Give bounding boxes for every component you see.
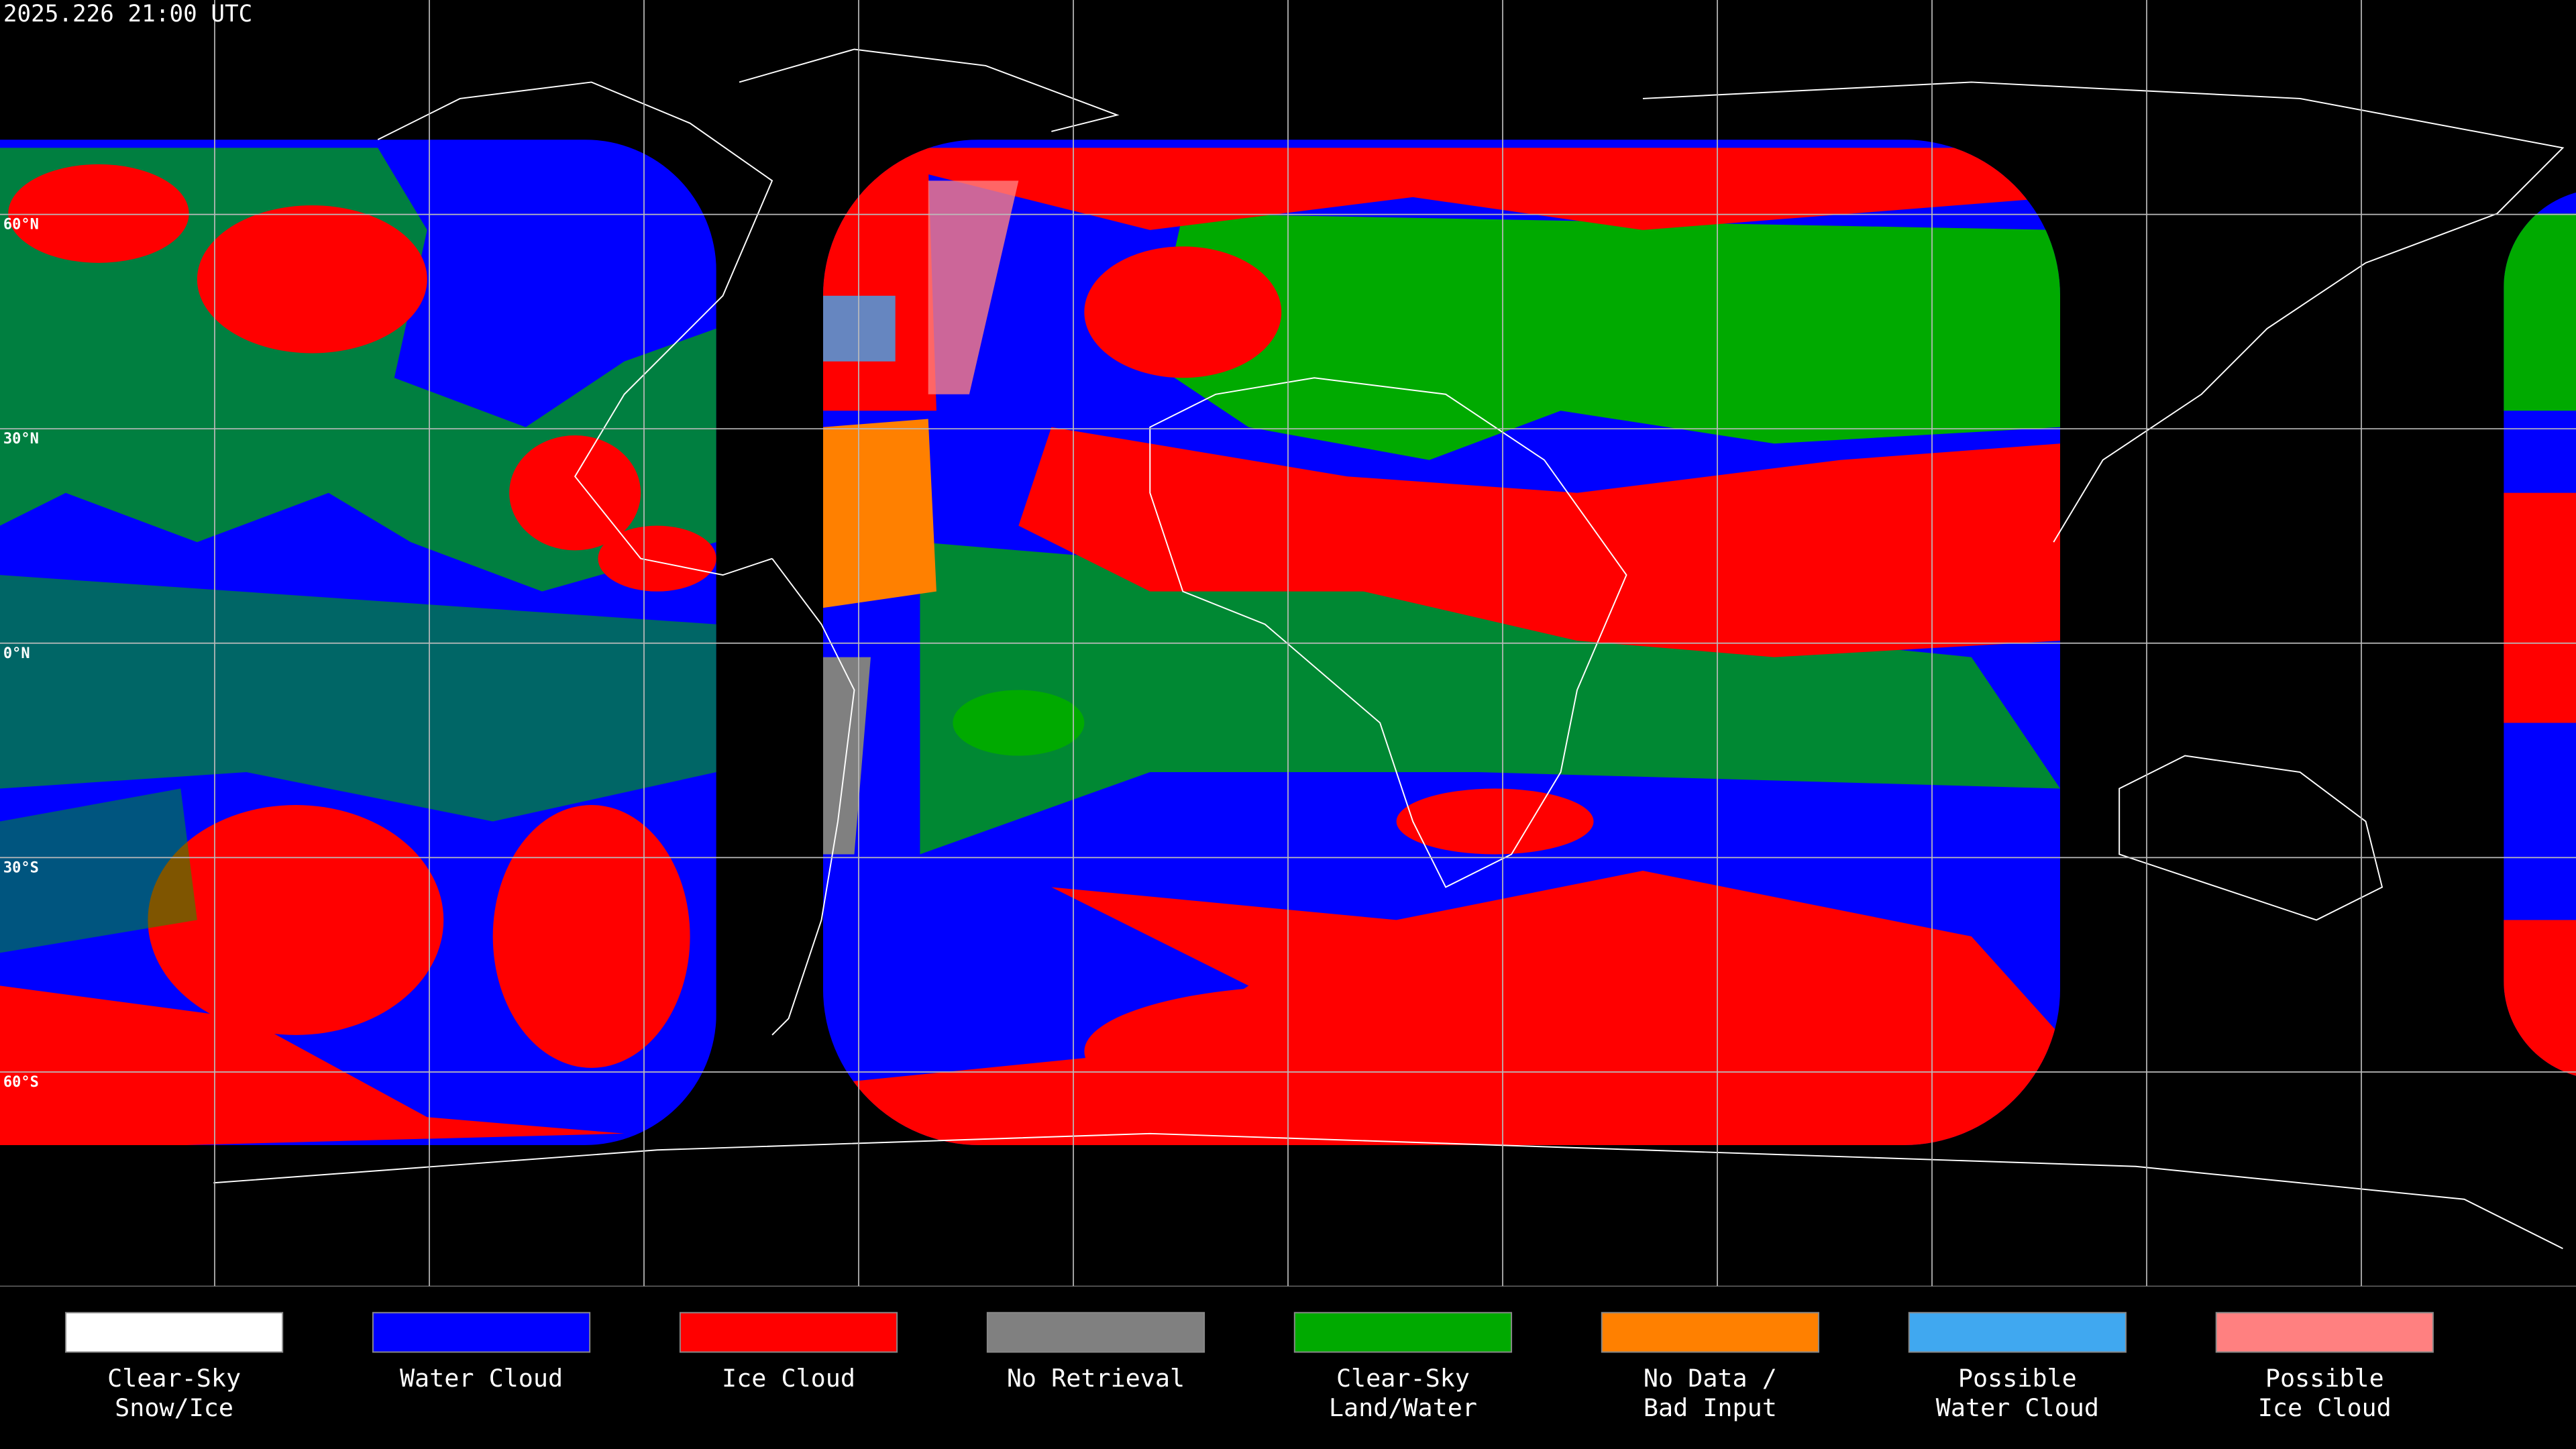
legend-label: Possible <box>2265 1364 2384 1393</box>
legend-label: Clear-Sky <box>1336 1364 1470 1393</box>
legend-swatch <box>2215 1311 2434 1353</box>
legend-label: No Data / <box>1644 1364 1777 1393</box>
legend-label: Ice Cloud <box>722 1364 855 1393</box>
left-swath <box>0 140 716 1145</box>
legend-swatch <box>372 1311 591 1353</box>
middle-swath <box>822 140 2061 1145</box>
latitude-label: 0°N <box>3 645 30 662</box>
legend-panel <box>0 1286 2576 1449</box>
legend-swatch <box>1908 1311 2127 1353</box>
legend-label: Water Cloud <box>1936 1393 2099 1422</box>
legend-swatch <box>986 1311 1205 1353</box>
legend-label: Possible <box>1958 1364 2077 1393</box>
right-swath <box>2504 189 2576 1079</box>
legend-label: Water Cloud <box>400 1364 563 1393</box>
legend-swatch <box>1601 1311 1819 1353</box>
latitude-label: 30°S <box>3 859 39 876</box>
latitude-label: 60°S <box>3 1074 39 1091</box>
graticule: 60°N 30°N 0°N 30°S 60°S <box>0 0 2576 1287</box>
legend-label: Bad Input <box>1644 1393 1777 1422</box>
latitude-label: 60°N <box>3 217 39 233</box>
timestamp: 2025.226 21:00 UTC <box>3 1 252 28</box>
legend-label: Ice Cloud <box>2258 1393 2392 1422</box>
legend-swatch <box>64 1311 284 1353</box>
latitude-label: 30°N <box>3 431 39 447</box>
coastlines <box>213 48 2565 1250</box>
legend-swatch <box>679 1311 898 1353</box>
legend-label: Snow/Ice <box>115 1393 233 1422</box>
legend-label: No Retrieval <box>1007 1364 1185 1393</box>
legend-label: Land/Water <box>1329 1393 1477 1422</box>
legend-swatch <box>1293 1311 1513 1353</box>
legend-label: Clear-Sky <box>107 1364 241 1393</box>
